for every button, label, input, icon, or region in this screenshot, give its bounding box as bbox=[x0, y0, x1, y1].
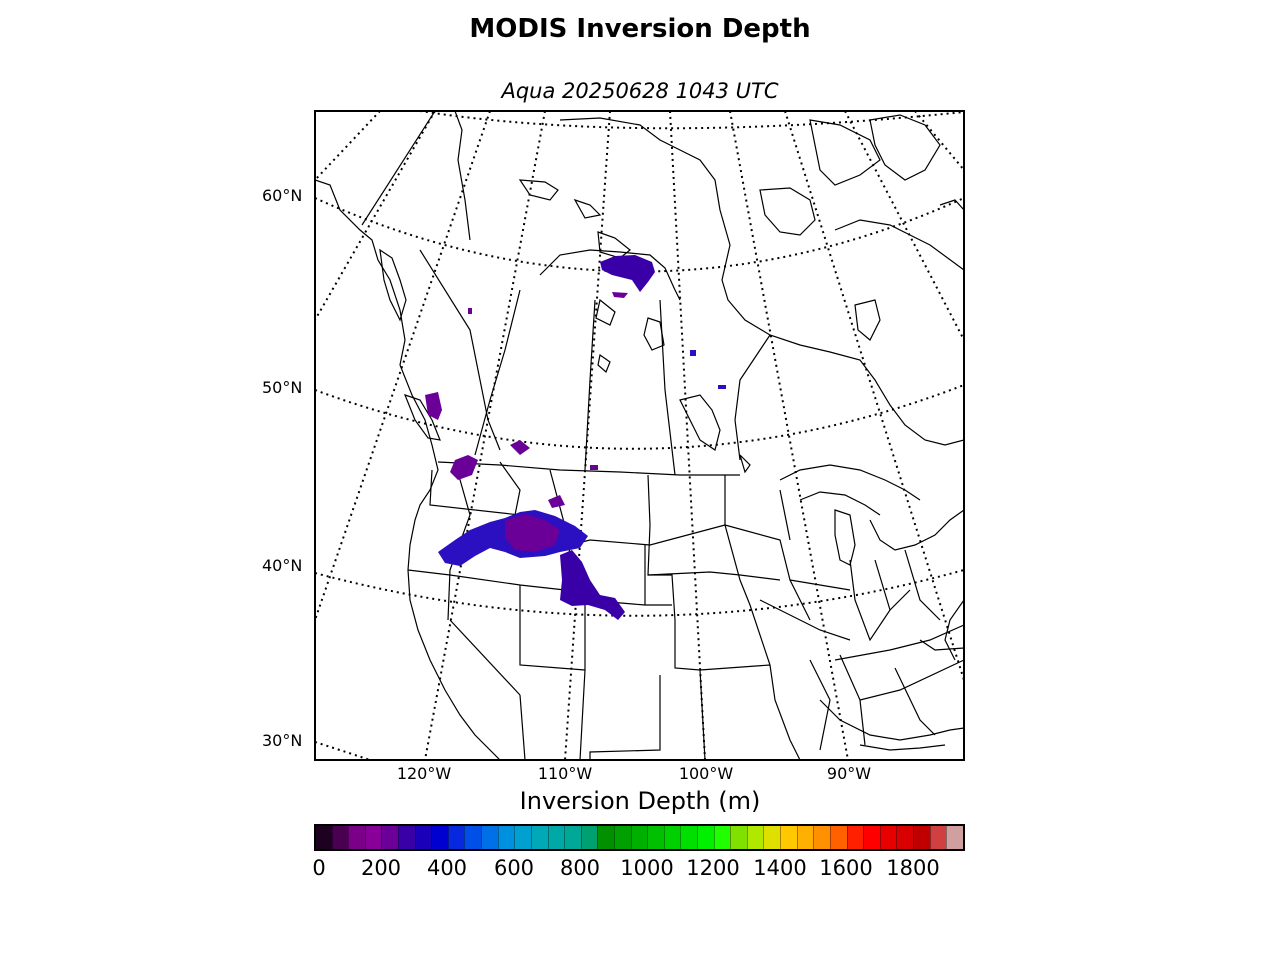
colorbar-swatch bbox=[613, 826, 631, 849]
colorbar-tick: 200 bbox=[360, 856, 402, 880]
colorbar-tick: 1800 bbox=[886, 856, 940, 880]
colorbar-tick: 600 bbox=[493, 856, 535, 880]
colorbar-swatch bbox=[730, 826, 747, 849]
colorbar-tick: 1000 bbox=[620, 856, 674, 880]
colorbar-tick: 1200 bbox=[686, 856, 740, 880]
colorbar-title: Inversion Depth (m) bbox=[519, 787, 761, 815]
colorbar-swatch bbox=[316, 826, 332, 849]
colorbar-swatch bbox=[780, 826, 797, 849]
lon-label-90w: 90°W bbox=[826, 764, 872, 783]
colorbar-swatch bbox=[331, 826, 349, 849]
colorbar-swatch bbox=[547, 826, 565, 849]
colorbar-swatch bbox=[663, 826, 681, 849]
colorbar-swatch bbox=[398, 826, 415, 849]
colorbar-swatch bbox=[431, 826, 448, 849]
colorbar-swatch bbox=[896, 826, 913, 849]
map-frame bbox=[314, 110, 965, 761]
map-title: MODIS Inversion Depth bbox=[469, 14, 811, 44]
colorbar-swatch bbox=[381, 826, 399, 849]
colorbar-swatch bbox=[746, 826, 764, 849]
colorbar-swatch bbox=[564, 826, 581, 849]
lat-label-50n: 50°N bbox=[262, 378, 303, 397]
colorbar-tick: 400 bbox=[426, 856, 468, 880]
colorbar-swatch bbox=[580, 826, 598, 849]
colorbar-swatch bbox=[813, 826, 830, 849]
colorbar-swatch bbox=[447, 826, 465, 849]
colorbar-swatch bbox=[713, 826, 731, 849]
colorbar-swatch bbox=[530, 826, 548, 849]
colorbar-swatch bbox=[414, 826, 432, 849]
colorbar-swatch bbox=[912, 826, 930, 849]
colorbar-tick: 1400 bbox=[753, 856, 807, 880]
inversion-depth-data bbox=[425, 255, 726, 620]
colorbar-swatch bbox=[514, 826, 531, 849]
colorbar-tick: 0 bbox=[312, 856, 326, 880]
colorbar-swatch bbox=[647, 826, 664, 849]
colorbar-swatch bbox=[630, 826, 648, 849]
colorbar-swatch bbox=[946, 826, 963, 849]
colorbar-swatch bbox=[763, 826, 781, 849]
coastlines bbox=[315, 111, 964, 760]
lon-label-100w: 100°W bbox=[678, 764, 734, 783]
colorbar-swatch bbox=[348, 826, 365, 849]
lon-label-120w: 120°W bbox=[396, 764, 452, 783]
colorbar-swatch bbox=[697, 826, 714, 849]
colorbar-swatch bbox=[464, 826, 482, 849]
lat-label-30n: 30°N bbox=[262, 731, 303, 750]
colorbar-swatch bbox=[497, 826, 515, 849]
colorbar-swatch bbox=[863, 826, 880, 849]
lat-label-40n: 40°N bbox=[262, 556, 303, 575]
colorbar bbox=[314, 824, 965, 851]
colorbar-tick: 1600 bbox=[819, 856, 873, 880]
colorbar-swatch bbox=[796, 826, 814, 849]
map-content bbox=[315, 111, 964, 760]
colorbar-swatch bbox=[929, 826, 947, 849]
lon-label-110w: 110°W bbox=[537, 764, 593, 783]
colorbar-tick: 800 bbox=[559, 856, 601, 880]
lat-label-60n: 60°N bbox=[262, 186, 303, 205]
map-subtitle: Aqua 20250628 1043 UTC bbox=[501, 79, 779, 103]
colorbar-swatch bbox=[481, 826, 498, 849]
colorbar-swatch bbox=[597, 826, 614, 849]
latitude-graticule bbox=[315, 111, 964, 760]
colorbar-swatch bbox=[829, 826, 847, 849]
colorbar-swatch bbox=[680, 826, 698, 849]
colorbar-swatch bbox=[846, 826, 864, 849]
colorbar-swatch bbox=[879, 826, 897, 849]
colorbar-swatch bbox=[364, 826, 382, 849]
